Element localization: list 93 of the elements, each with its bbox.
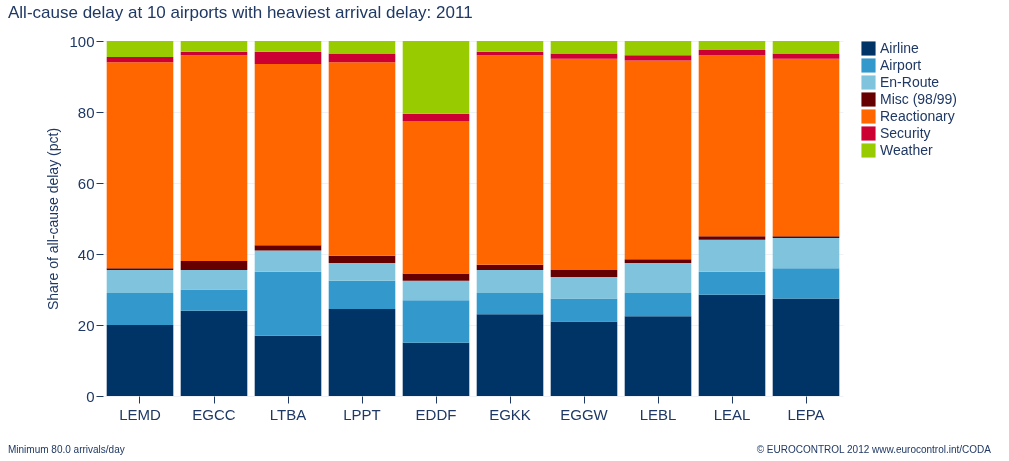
- bar: [772, 41, 840, 54]
- bar: [698, 271, 766, 295]
- bar: [402, 300, 470, 343]
- bar: [254, 271, 322, 336]
- bar: [550, 321, 618, 396]
- bar: [180, 269, 248, 290]
- bar: [772, 58, 840, 237]
- x-tick-label: LPPT: [343, 405, 381, 423]
- bar: [328, 262, 396, 281]
- x-tick-label: EGKK: [489, 405, 531, 423]
- bar: [180, 41, 248, 52]
- bar: [180, 289, 248, 311]
- y-tick-label: 80: [77, 103, 95, 121]
- bar: [402, 41, 470, 114]
- bar: [772, 298, 840, 396]
- bar: [254, 245, 322, 251]
- bar: [106, 325, 174, 396]
- bar: [254, 41, 322, 52]
- legend-label: Airport: [880, 56, 922, 73]
- bar: [772, 238, 840, 269]
- legend-label: Misc (98/99): [880, 90, 958, 107]
- bar: [624, 262, 692, 294]
- bar: [550, 298, 618, 322]
- legend-label: Airline: [880, 39, 920, 56]
- bar: [106, 41, 174, 57]
- bar: [550, 53, 618, 59]
- y-tick-label: 20: [77, 316, 95, 334]
- bar: [328, 53, 396, 63]
- bar: [106, 56, 174, 63]
- chart-title: All-cause delay at 10 airports with heaviest arrival delay: 2011: [8, 3, 473, 22]
- bar: [328, 255, 396, 263]
- x-tick-label: EDDF: [415, 405, 457, 423]
- x-tick-label: LEBL: [639, 405, 677, 423]
- bar: [550, 58, 618, 270]
- x-tick-label: EGCC: [192, 405, 236, 423]
- y-axis-title: Share of all-cause delay (pct): [45, 127, 62, 311]
- bar: [550, 41, 618, 54]
- x-tick-label: LEPA: [787, 405, 825, 423]
- bar: [402, 280, 470, 301]
- bar: [698, 236, 766, 240]
- bar: [106, 293, 174, 325]
- bar: [180, 310, 248, 396]
- bar: [624, 293, 692, 317]
- x-tick-label: EGGW: [560, 405, 609, 423]
- bar: [476, 41, 544, 52]
- legend-label: En-Route: [880, 73, 940, 90]
- bar: [476, 269, 544, 294]
- bar: [402, 273, 470, 281]
- bar: [328, 280, 396, 310]
- bar: [476, 314, 544, 396]
- x-tick-label: LEMD: [119, 405, 161, 423]
- legend-label: Weather: [880, 141, 933, 158]
- y-tick-label: 100: [69, 32, 95, 50]
- bar: [476, 55, 544, 265]
- bar: [254, 51, 322, 65]
- bar: [624, 60, 692, 260]
- bar: [402, 120, 470, 274]
- bar: [106, 62, 174, 269]
- text: Minimum 80.0 arrivals/day: [8, 444, 125, 455]
- bar: [772, 268, 840, 299]
- bar: [254, 250, 322, 272]
- text: © EUROCONTROL 2012 www.eurocontrol.int/CODA: [756, 444, 991, 455]
- y-tick-label: 60: [77, 174, 95, 192]
- bar: [698, 41, 766, 50]
- bar: [180, 261, 248, 270]
- bar: [476, 293, 544, 315]
- bar: [698, 239, 766, 272]
- bar: [328, 41, 396, 54]
- bar: [402, 113, 470, 121]
- y-tick-label: 40: [77, 245, 95, 263]
- bar: [698, 49, 766, 56]
- bar: [624, 259, 692, 263]
- bar: [476, 264, 544, 270]
- legend-label: Reactionary: [880, 107, 955, 124]
- bar: [328, 309, 396, 396]
- bar: [402, 342, 470, 396]
- bar: [624, 55, 692, 61]
- bar: [106, 269, 174, 294]
- x-tick-label: LTBA: [269, 405, 307, 423]
- bar: [624, 41, 692, 56]
- bar: [698, 294, 766, 396]
- bar: [254, 335, 322, 396]
- bar: [698, 55, 766, 237]
- x-tick-label: LEAL: [713, 405, 751, 423]
- bar: [624, 316, 692, 396]
- bar: [772, 53, 840, 59]
- bar: [550, 269, 618, 278]
- bar: [180, 55, 248, 262]
- bar: [550, 277, 618, 299]
- bar: [328, 62, 396, 256]
- y-tick-label: 0: [86, 387, 95, 405]
- bar: [254, 64, 322, 246]
- legend-label: Security: [880, 124, 931, 141]
